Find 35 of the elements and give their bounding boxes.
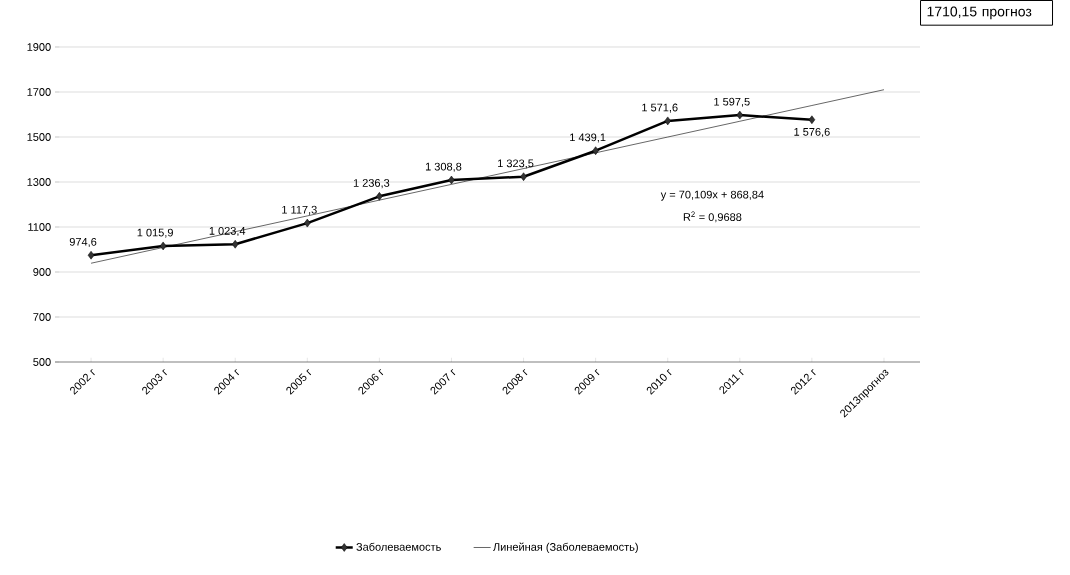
annotation: y = 70,109x + 868,84 <box>660 190 764 201</box>
data-label: 1 576,6 <box>794 127 830 138</box>
data-label: 1 236,3 <box>353 179 390 189</box>
data-label: 974,6 <box>69 237 97 248</box>
data-label: 1 571,6 <box>642 103 678 113</box>
data-label: 1 308,8 <box>425 162 462 172</box>
y-tick-label: 900 <box>33 268 51 276</box>
data-label: 1 323,5 <box>498 159 534 169</box>
point <box>304 218 311 228</box>
point <box>520 172 527 181</box>
text: 1710,15 прогноз <box>927 6 1032 20</box>
point <box>808 115 816 125</box>
data-label: 1 023,4 <box>209 226 246 237</box>
point <box>592 146 599 155</box>
y-tick-label: 500 <box>33 358 51 366</box>
data-label: 1 015,9 <box>137 228 173 238</box>
point <box>376 192 383 201</box>
legend-label: Линейная (Заболеваемость) <box>493 542 638 554</box>
point <box>159 241 167 251</box>
point <box>448 175 455 185</box>
y-tick-label: 1700 <box>27 88 51 96</box>
point <box>736 110 744 120</box>
point <box>664 116 671 126</box>
y-tick-label: 1500 <box>27 133 51 141</box>
legend-label: Заболеваемость <box>356 542 441 551</box>
y-tick-label: 1100 <box>28 223 51 231</box>
point <box>87 250 95 260</box>
data-label: 1 597,5 <box>714 97 750 107</box>
y-tick-label: 1300 <box>27 178 51 186</box>
data-label: 1 439,1 <box>570 133 606 143</box>
y-tick-label: 700 <box>33 313 51 321</box>
data-label: 1 117,3 <box>282 205 317 215</box>
y-tick-label: 1900 <box>27 43 51 51</box>
point <box>231 239 239 249</box>
annotation: R$^{2}$ = 0,9688 <box>683 211 742 223</box>
